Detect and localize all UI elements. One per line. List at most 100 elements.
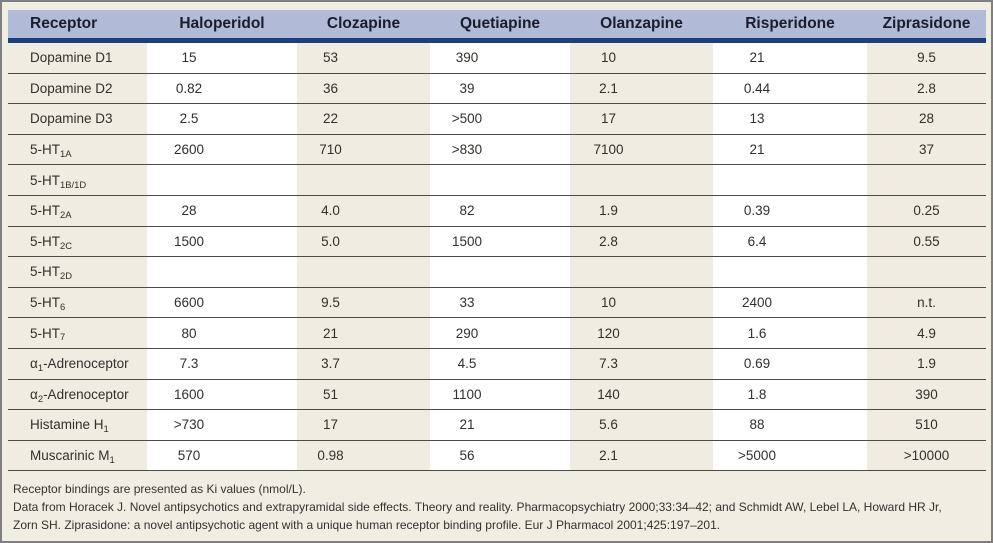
value-cell: 3.7 <box>297 348 430 380</box>
value-cell <box>297 164 430 196</box>
value-cell: 21 <box>297 317 430 349</box>
value-cell: 28 <box>147 195 297 227</box>
value-cell: 13 <box>713 103 867 135</box>
value-cell: 21 <box>713 134 867 166</box>
column-header-quetiapine: Quetiapine <box>430 10 570 43</box>
value-cell: 0.82 <box>147 73 297 105</box>
value-cell: 7.3 <box>147 348 297 380</box>
value-cell: 5.6 <box>570 409 713 441</box>
table-row: α1-Adrenoceptor 7.3 3.7 4.5 7.3 0.69 1.9 <box>8 348 986 380</box>
table-row: 5-HT2C 1500 5.0 1500 2.8 6.4 0.55 <box>8 226 986 258</box>
value-cell: >5000 <box>713 440 867 472</box>
value-cell: 4.0 <box>297 195 430 227</box>
value-cell: 51 <box>297 379 430 411</box>
value-cell: 21 <box>430 409 570 441</box>
column-header-ziprasidone: Ziprasidone <box>867 10 986 43</box>
value-cell: >10000 <box>867 440 986 472</box>
receptor-cell: 5-HT2D <box>8 256 147 288</box>
value-cell: >730 <box>147 409 297 441</box>
table-row: Histamine H1 >730 17 21 5.6 88 510 <box>8 409 986 441</box>
receptor-binding-table: Receptor Haloperidol Clozapine Quetiapine Ol… <box>8 10 986 472</box>
value-cell: 140 <box>570 379 713 411</box>
value-cell: 710 <box>297 134 430 166</box>
value-cell: 4.9 <box>867 317 986 349</box>
value-cell: 2400 <box>713 287 867 319</box>
value-cell: 0.39 <box>713 195 867 227</box>
value-cell: 10 <box>570 40 713 74</box>
column-header-olanzapine: Olanzapine <box>570 10 713 43</box>
footnotes: Receptor bindings are presented as Ki va… <box>8 471 986 534</box>
value-cell: 1.8 <box>713 379 867 411</box>
value-cell: 1100 <box>430 379 570 411</box>
value-cell: 0.55 <box>867 226 986 258</box>
column-header-risperidone: Risperidone <box>713 10 867 43</box>
table-row: Dopamine D2 0.82 36 39 2.1 0.44 2.8 <box>8 73 986 105</box>
table-row: Dopamine D3 2.5 22 >500 17 13 28 <box>8 103 986 135</box>
value-cell: 0.25 <box>867 195 986 227</box>
table-row: 5-HT6 6600 9.5 33 10 2400 n.t. <box>8 287 986 319</box>
receptor-cell: 5-HT1A <box>8 134 147 166</box>
value-cell: >830 <box>430 134 570 166</box>
value-cell: 4.5 <box>430 348 570 380</box>
value-cell: 510 <box>867 409 986 441</box>
receptor-cell: 5-HT2A <box>8 195 147 227</box>
value-cell: 0.69 <box>713 348 867 380</box>
value-cell: 1500 <box>147 226 297 258</box>
value-cell: 2.8 <box>570 226 713 258</box>
value-cell: n.t. <box>867 287 986 319</box>
table-row: Muscarinic M1 570 0.98 56 2.1 >5000 >10000 <box>8 440 986 472</box>
value-cell <box>430 164 570 196</box>
value-cell: 7.3 <box>570 348 713 380</box>
value-cell: 17 <box>297 409 430 441</box>
value-cell: 9.5 <box>297 287 430 319</box>
value-cell: >500 <box>430 103 570 135</box>
value-cell: 10 <box>570 287 713 319</box>
value-cell: 2.1 <box>570 440 713 472</box>
value-cell: 28 <box>867 103 986 135</box>
value-cell: 2.1 <box>570 73 713 105</box>
receptor-cell: α2-Adrenoceptor <box>8 379 147 411</box>
value-cell: 1500 <box>430 226 570 258</box>
value-cell: 37 <box>867 134 986 166</box>
value-cell: 1.6 <box>713 317 867 349</box>
table-row: 5-HT2D <box>8 256 986 288</box>
value-cell: 0.98 <box>297 440 430 472</box>
footnote-line-3: Zorn SH. Ziprasidone: a novel antipsycho… <box>13 518 721 533</box>
value-cell: 2600 <box>147 134 297 166</box>
value-cell: 1.9 <box>570 195 713 227</box>
value-cell: 2.5 <box>147 103 297 135</box>
value-cell: 9.5 <box>867 40 986 74</box>
value-cell <box>867 256 986 288</box>
column-header-clozapine: Clozapine <box>297 10 430 43</box>
receptor-cell: 5-HT7 <box>8 317 147 349</box>
table-row: 5-HT1B/1D <box>8 164 986 196</box>
value-cell: 33 <box>430 287 570 319</box>
value-cell: 21 <box>713 40 867 74</box>
value-cell <box>147 164 297 196</box>
value-cell <box>570 256 713 288</box>
receptor-cell: Dopamine D3 <box>8 103 147 135</box>
column-header-receptor: Receptor <box>8 10 147 43</box>
value-cell: 53 <box>297 40 430 74</box>
value-cell: 80 <box>147 317 297 349</box>
receptor-cell: 5-HT1B/1D <box>8 164 147 196</box>
value-cell: 120 <box>570 317 713 349</box>
value-cell: 390 <box>430 40 570 74</box>
value-cell: 56 <box>430 440 570 472</box>
value-cell: 1.9 <box>867 348 986 380</box>
value-cell <box>570 164 713 196</box>
table-row: 5-HT2A 28 4.0 82 1.9 0.39 0.25 <box>8 195 986 227</box>
receptor-cell: α1-Adrenoceptor <box>8 348 147 380</box>
value-cell: 2.8 <box>867 73 986 105</box>
value-cell: 0.44 <box>713 73 867 105</box>
table-body: Dopamine D1 15 53 390 10 21 9.5 Dopamine D2 0.82… <box>8 40 986 472</box>
footnote-line-2: Data from Horacek J. Novel antipsychotic… <box>13 500 942 515</box>
value-cell: 36 <box>297 73 430 105</box>
receptor-cell: Muscarinic M1 <box>8 440 147 472</box>
value-cell <box>867 164 986 196</box>
receptor-cell: Dopamine D2 <box>8 73 147 105</box>
footnote-line-1: Receptor bindings are presented as Ki va… <box>13 482 306 497</box>
table-row: 5-HT1A 2600 710 >830 7100 21 37 <box>8 134 986 166</box>
value-cell <box>713 256 867 288</box>
